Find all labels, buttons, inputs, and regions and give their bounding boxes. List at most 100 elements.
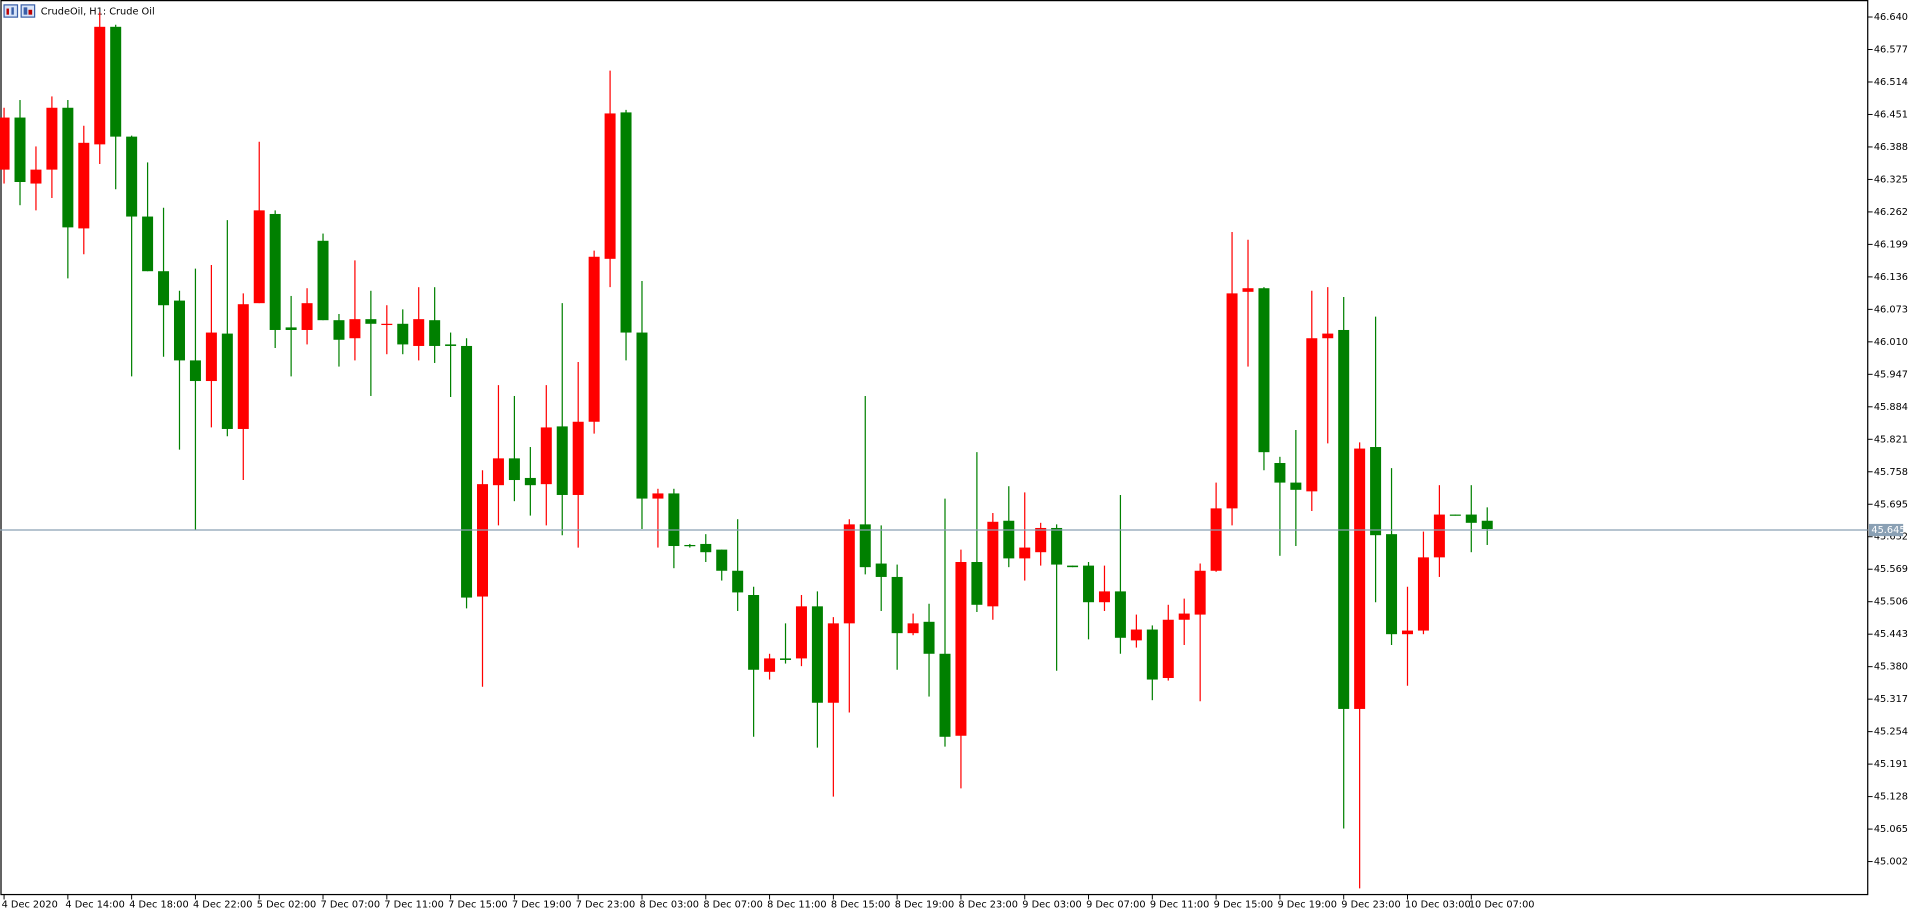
- candle-body: [875, 563, 887, 577]
- candle-body: [1146, 629, 1158, 680]
- y-tick-label: 45.506: [1874, 597, 1908, 608]
- icon: [23, 7, 28, 15]
- candle-body: [652, 493, 664, 499]
- x-tick-label: 10 Dec 03:00: [1405, 899, 1471, 910]
- y-tick-label: 46.451: [1874, 109, 1908, 120]
- candle-body: [1098, 591, 1110, 603]
- candle-body: [477, 484, 489, 597]
- candle-body: [46, 107, 58, 170]
- y-tick-label: 45.569: [1874, 564, 1908, 575]
- candle-body: [732, 570, 744, 593]
- icon: [6, 8, 9, 15]
- y-tick-label: 45.065: [1874, 824, 1908, 835]
- candle-body: [1051, 527, 1063, 565]
- y-tick-label: 46.577: [1874, 44, 1908, 55]
- y-tick-label: 46.640: [1874, 12, 1908, 23]
- candle-body: [492, 458, 504, 486]
- x-tick-label: 4 Dec 22:00: [193, 899, 252, 910]
- candle-body: [907, 623, 919, 634]
- candle-body: [1290, 482, 1302, 490]
- x-tick-label: 9 Dec 19:00: [1277, 899, 1336, 910]
- y-tick-label: 46.010: [1874, 337, 1908, 348]
- y-tick-label: 45.317: [1874, 694, 1908, 705]
- candle-body: [1417, 557, 1429, 631]
- candle-body: [173, 300, 185, 361]
- candle-body: [30, 169, 42, 184]
- y-tick-label: 45.758: [1874, 467, 1908, 478]
- candle-body: [461, 345, 473, 598]
- symbol-icons: [3, 4, 36, 18]
- x-tick-label: 10 Dec 07:00: [1469, 899, 1535, 910]
- x-tick-label: 7 Dec 19:00: [512, 899, 571, 910]
- candle-body: [668, 493, 680, 547]
- x-tick-label: 7 Dec 11:00: [384, 899, 443, 910]
- x-tick-label: 9 Dec 15:00: [1214, 899, 1273, 910]
- candle-body: [1401, 630, 1413, 635]
- candle-body: [0, 117, 10, 170]
- icon: [11, 7, 14, 15]
- candle-body: [764, 658, 776, 672]
- y-tick-label: 45.443: [1874, 629, 1908, 640]
- candle-body: [205, 332, 217, 382]
- candle-body: [1226, 293, 1238, 509]
- candle-body: [524, 477, 536, 486]
- x-tick-label: 8 Dec 03:00: [640, 899, 699, 910]
- candle-body: [1003, 520, 1015, 559]
- y-tick-label: 46.262: [1874, 207, 1908, 218]
- candle-body: [700, 543, 712, 553]
- x-tick-label: 9 Dec 23:00: [1341, 899, 1400, 910]
- y-tick-label: 46.199: [1874, 239, 1908, 250]
- candle-body: [1322, 333, 1334, 339]
- candle-body: [1433, 514, 1445, 558]
- y-tick-label: 45.884: [1874, 402, 1908, 413]
- y-tick-label: 46.136: [1874, 272, 1908, 283]
- y-tick-label: 45.380: [1874, 662, 1908, 673]
- candle-body: [1370, 447, 1382, 536]
- y-tick-label: 45.128: [1874, 792, 1908, 803]
- x-tick-label: 7 Dec 23:00: [576, 899, 635, 910]
- candle-body: [445, 344, 457, 346]
- candle-body: [780, 658, 792, 660]
- candle-body: [1306, 338, 1318, 492]
- candle-body: [1083, 565, 1095, 603]
- candle-body: [1194, 570, 1206, 615]
- candle-body: [540, 427, 552, 485]
- candle-body: [684, 544, 696, 547]
- candle-body: [795, 606, 807, 659]
- candle-body: [1130, 629, 1142, 641]
- candle-body: [859, 524, 871, 568]
- candle-body: [365, 319, 377, 324]
- candle-body: [843, 524, 855, 624]
- candle-body: [14, 117, 26, 183]
- candle-body: [349, 319, 361, 339]
- candle-body: [508, 458, 520, 481]
- candle-body: [620, 112, 632, 333]
- candle-body: [748, 594, 760, 670]
- candle-body: [333, 320, 345, 340]
- candle-body: [955, 561, 967, 736]
- candle-body: [158, 271, 170, 306]
- y-tick-label: 45.002: [1874, 857, 1908, 868]
- y-tick-label: 46.388: [1874, 142, 1908, 153]
- x-tick-label: 5 Dec 02:00: [257, 899, 316, 910]
- x-tick-label: 4 Dec 2020: [2, 899, 58, 910]
- candle-body: [1242, 288, 1254, 292]
- x-tick-label: 7 Dec 07:00: [321, 899, 380, 910]
- candle-body: [1449, 514, 1461, 516]
- candle-body: [1067, 565, 1079, 568]
- candle-body: [1354, 448, 1366, 709]
- y-tick-label: 45.632: [1874, 532, 1908, 543]
- price-label-box: [1868, 523, 1904, 537]
- x-tick-label: 9 Dec 07:00: [1086, 899, 1145, 910]
- x-tick-label: 8 Dec 07:00: [703, 899, 762, 910]
- candle-body: [1465, 514, 1477, 523]
- candle-body: [62, 107, 74, 228]
- candle-body: [1178, 613, 1190, 620]
- x-tick-label: 8 Dec 23:00: [959, 899, 1018, 910]
- candle-body: [971, 561, 983, 605]
- candle-body: [1035, 527, 1047, 553]
- candle-body: [269, 213, 281, 330]
- candle-body: [716, 549, 728, 571]
- candle-body: [1210, 508, 1222, 571]
